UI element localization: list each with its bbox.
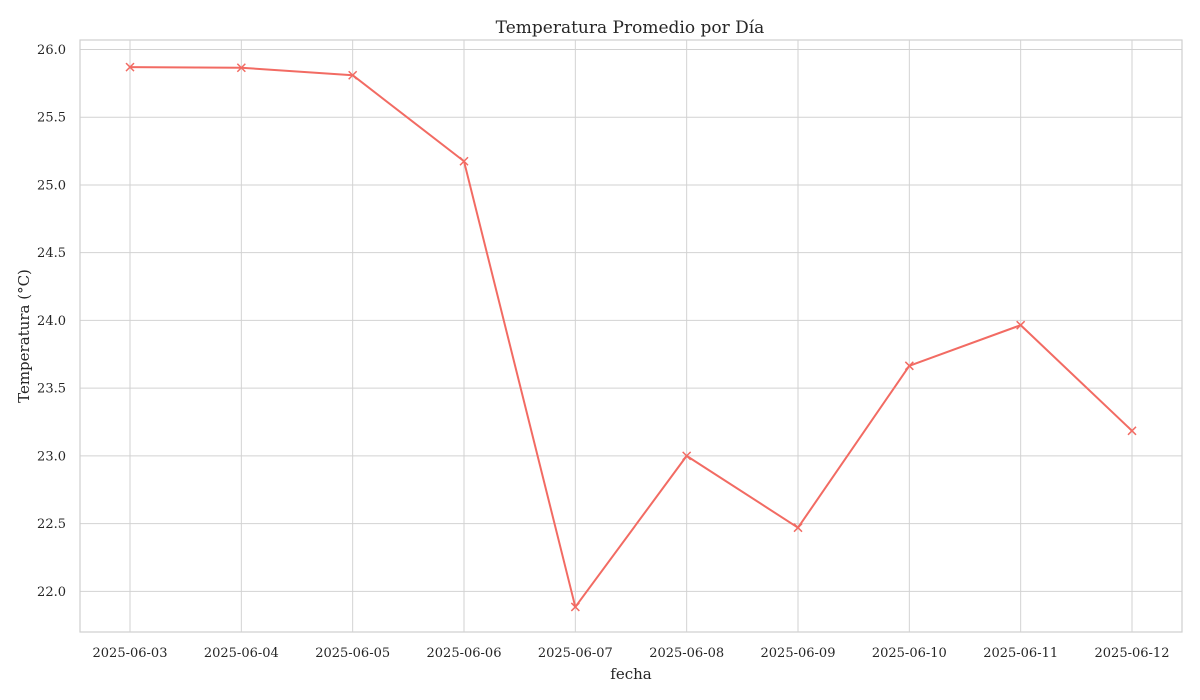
data-point-marker <box>125 62 135 72</box>
x-axis-label: fecha <box>610 665 651 683</box>
data-point-marker <box>459 156 469 166</box>
y-axis-label: Temperatura (°C) <box>15 269 33 403</box>
x-tick-label: 2025-06-05 <box>315 646 390 661</box>
series-line <box>129 66 1133 608</box>
tick-labels: 2025-06-03 2025-06-04 2025-06-05 2025-06-06… <box>37 43 1169 661</box>
data-point-marker <box>236 63 246 73</box>
y-tick-label: 23.0 <box>37 449 66 464</box>
data-point-marker <box>1016 320 1026 330</box>
series-group <box>125 62 1137 612</box>
y-tick-label: 25.0 <box>37 178 66 193</box>
chart-title: Temperatura Promedio por Día <box>496 18 765 38</box>
x-tick-label: 2025-06-04 <box>204 646 279 661</box>
grid <box>80 40 1182 632</box>
data-point-marker <box>682 451 692 461</box>
x-tick-label: 2025-06-08 <box>649 646 724 661</box>
x-tick-label: 2025-06-10 <box>872 646 947 661</box>
data-point-marker <box>348 70 358 80</box>
x-tick-label: 2025-06-09 <box>761 646 836 661</box>
y-tick-label: 25.5 <box>37 111 66 126</box>
data-point-marker <box>570 602 580 612</box>
data-point-marker <box>793 523 803 533</box>
y-tick-label: 24.0 <box>37 314 66 329</box>
x-tick-label: 2025-06-11 <box>983 646 1058 661</box>
y-tick-label: 22.5 <box>37 517 66 532</box>
x-tick-label: 2025-06-07 <box>538 646 613 661</box>
y-tick-label: 26.0 <box>37 43 66 58</box>
y-tick-label: 23.5 <box>37 382 66 397</box>
data-point-marker <box>1127 426 1137 436</box>
data-point-marker <box>904 361 914 371</box>
y-tick-label: 22.0 <box>37 585 66 600</box>
plot-frame <box>79 39 1183 633</box>
x-tick-label: 2025-06-03 <box>93 646 168 661</box>
x-tick-label: 2025-06-06 <box>427 646 502 661</box>
x-tick-label: 2025-06-12 <box>1095 646 1170 661</box>
y-tick-label: 24.5 <box>37 246 66 261</box>
